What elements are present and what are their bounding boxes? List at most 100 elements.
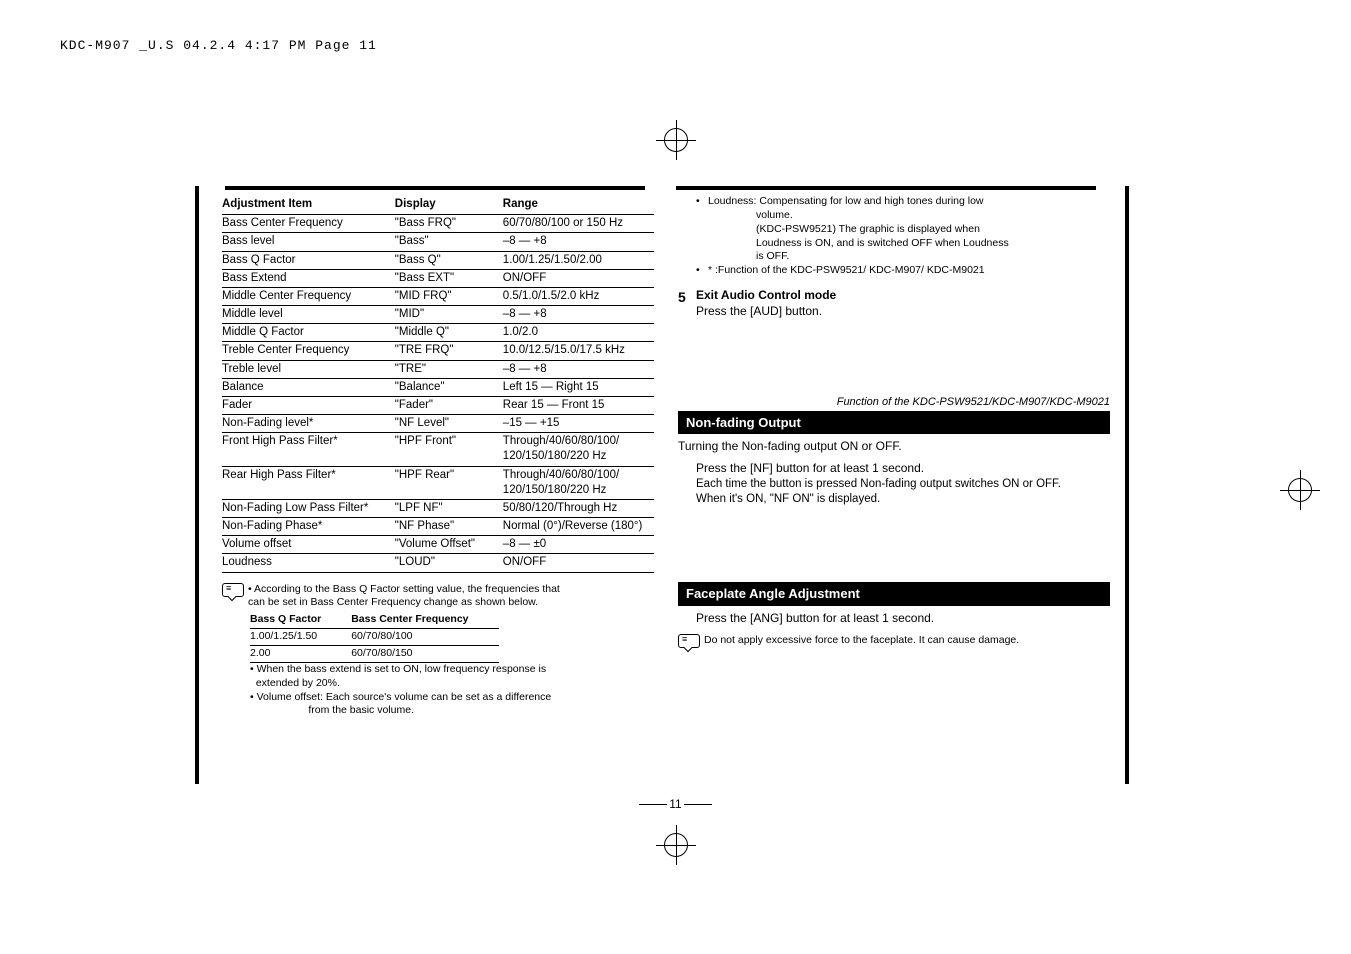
table-cell: "LOUD" (395, 554, 503, 572)
table-cell: "HPF Rear" (395, 466, 503, 499)
page-number: 11 (0, 797, 1351, 811)
table-cell: –8 — +8 (503, 233, 654, 251)
th-display: Display (395, 195, 503, 215)
table-cell: "HPF Front" (395, 433, 503, 466)
qnote-b2a: Volume offset: Each source's volume can … (257, 691, 552, 703)
table-cell: Non-Fading level* (222, 415, 395, 433)
table-cell: Loudness (222, 554, 395, 572)
table-row: Treble Center Frequency"TRE FRQ"10.0/12.… (222, 342, 654, 360)
top-rule-left (225, 186, 645, 190)
qnote-b1a: When the bass extend is set to ON, low f… (257, 663, 546, 675)
table-row: Treble level"TRE"–8 — +8 (222, 360, 654, 378)
note-icon (678, 634, 700, 648)
table-cell: "Bass EXT" (395, 269, 503, 287)
qf-th1: Bass Q Factor (250, 612, 351, 628)
qf-header-row: Bass Q Factor Bass Center Frequency (250, 612, 499, 628)
print-header: KDC-M907 _U.S 04.2.4 4:17 PM Page 11 (60, 38, 377, 53)
table-cell: Bass Q Factor (222, 251, 395, 269)
nonfading-l1: Turning the Non-fading output ON or OFF. (678, 439, 1110, 455)
qnote-b2: • Volume offset: Each source's volume ca… (222, 691, 654, 719)
side-rail-right (1125, 186, 1129, 784)
table-cell: "Volume Offset" (395, 536, 503, 554)
table-cell: 50/80/120/Through Hz (503, 499, 654, 517)
star-note: * :Function of the KDC-PSW9521/ KDC-M907… (708, 264, 1110, 278)
note-block: • According to the Bass Q Factor setting… (222, 583, 654, 719)
table-cell: "Balance" (395, 378, 503, 396)
table-header-row: Adjustment Item Display Range (222, 195, 654, 215)
loud2: volume. (696, 209, 1110, 223)
table-cell: –8 — ±0 (503, 536, 654, 554)
table-cell: "Fader" (395, 396, 503, 414)
table-cell: Bass Center Frequency (222, 215, 395, 233)
loudness-note: •Loudness: Compensating for low and high… (678, 195, 1110, 278)
left-column: Adjustment Item Display Range Bass Cente… (222, 195, 654, 718)
adjustment-table: Adjustment Item Display Range Bass Cente… (222, 195, 654, 573)
table-cell: 1.00/1.25/1.50/2.00 (503, 251, 654, 269)
table-cell: "Bass Q" (395, 251, 503, 269)
top-rule-right (676, 186, 1096, 190)
qf-c2: 60/70/80/100 (351, 629, 498, 646)
table-row: Middle level"MID"–8 — +8 (222, 306, 654, 324)
qf-th2: Bass Center Frequency (351, 612, 498, 628)
table-row: Balance"Balance"Left 15 — Right 15 (222, 378, 654, 396)
table-cell: Treble level (222, 360, 395, 378)
table-cell: Normal (0°)/Reverse (180°) (503, 518, 654, 536)
table-cell: Non-Fading Phase* (222, 518, 395, 536)
loud3: (KDC-PSW9521) The graphic is displayed w… (696, 223, 1110, 237)
table-cell: "MID FRQ" (395, 287, 503, 305)
table-cell: Middle level (222, 306, 395, 324)
qf-row: 2.00 60/70/80/150 (250, 646, 499, 663)
table-cell: "TRE FRQ" (395, 342, 503, 360)
qf-c1: 1.00/1.25/1.50 (250, 629, 351, 646)
table-row: Rear High Pass Filter*"HPF Rear"Through/… (222, 466, 654, 499)
table-cell: Left 15 — Right 15 (503, 378, 654, 396)
qnote-intro2: can be set in Bass Center Frequency chan… (248, 596, 538, 608)
table-cell: ON/OFF (503, 554, 654, 572)
nonfading-l2: Press the [NF] button for at least 1 sec… (696, 461, 1110, 477)
side-rail-left (195, 186, 199, 784)
loud5: is OFF. (696, 250, 1110, 264)
page-number-text: 11 (669, 797, 681, 811)
faceplate-note: Do not apply excessive force to the face… (704, 634, 1019, 648)
table-cell: 60/70/80/100 or 150 Hz (503, 215, 654, 233)
table-cell: 1.0/2.0 (503, 324, 654, 342)
nonfading-heading: Non-fading Output (678, 411, 1110, 434)
qnote-b1b: extended by 20%. (256, 677, 340, 689)
table-row: Loudness"LOUD"ON/OFF (222, 554, 654, 572)
right-column: •Loudness: Compensating for low and high… (678, 195, 1110, 648)
table-cell: Treble Center Frequency (222, 342, 395, 360)
table-row: Bass Center Frequency"Bass FRQ"60/70/80/… (222, 215, 654, 233)
loud1: Loudness: Compensating for low and high … (708, 195, 984, 207)
crop-mark-right (1280, 470, 1320, 510)
table-cell: "NF Level" (395, 415, 503, 433)
th-range: Range (503, 195, 654, 215)
table-row: Bass Extend"Bass EXT"ON/OFF (222, 269, 654, 287)
table-cell: Rear 15 — Front 15 (503, 396, 654, 414)
table-cell: Bass Extend (222, 269, 395, 287)
table-row: Bass level"Bass"–8 — +8 (222, 233, 654, 251)
table-cell: Balance (222, 378, 395, 396)
table-cell: ON/OFF (503, 269, 654, 287)
table-cell: "TRE" (395, 360, 503, 378)
table-row: Non-Fading Phase*"NF Phase"Normal (0°)/R… (222, 518, 654, 536)
faceplate-l1: Press the [ANG] button for at least 1 se… (678, 611, 1110, 627)
table-row: Front High Pass Filter*"HPF Front"Throug… (222, 433, 654, 466)
qf-c1: 2.00 (250, 646, 351, 663)
table-cell: Middle Q Factor (222, 324, 395, 342)
table-row: Volume offset"Volume Offset"–8 — ±0 (222, 536, 654, 554)
table-cell: "Middle Q" (395, 324, 503, 342)
table-row: Middle Q Factor"Middle Q"1.0/2.0 (222, 324, 654, 342)
qf-row: 1.00/1.25/1.50 60/70/80/100 (250, 629, 499, 646)
step-title: Exit Audio Control mode (696, 288, 1110, 304)
qfactor-table: Bass Q Factor Bass Center Frequency 1.00… (250, 612, 499, 663)
faceplate-heading: Faceplate Angle Adjustment (678, 582, 1110, 605)
crop-mark-top (656, 120, 696, 160)
table-cell: "Bass" (395, 233, 503, 251)
table-row: Fader"Fader"Rear 15 — Front 15 (222, 396, 654, 414)
qnote-intro1: According to the Bass Q Factor setting v… (254, 583, 560, 595)
qnote-b2b: from the basic volume. (308, 704, 414, 716)
table-row: Middle Center Frequency"MID FRQ"0.5/1.0/… (222, 287, 654, 305)
table-cell: 0.5/1.0/1.5/2.0 kHz (503, 287, 654, 305)
nonfading-l3: Each time the button is pressed Non-fadi… (696, 477, 1110, 492)
nonfading-l4: When it's ON, "NF ON" is displayed. (696, 492, 1110, 507)
